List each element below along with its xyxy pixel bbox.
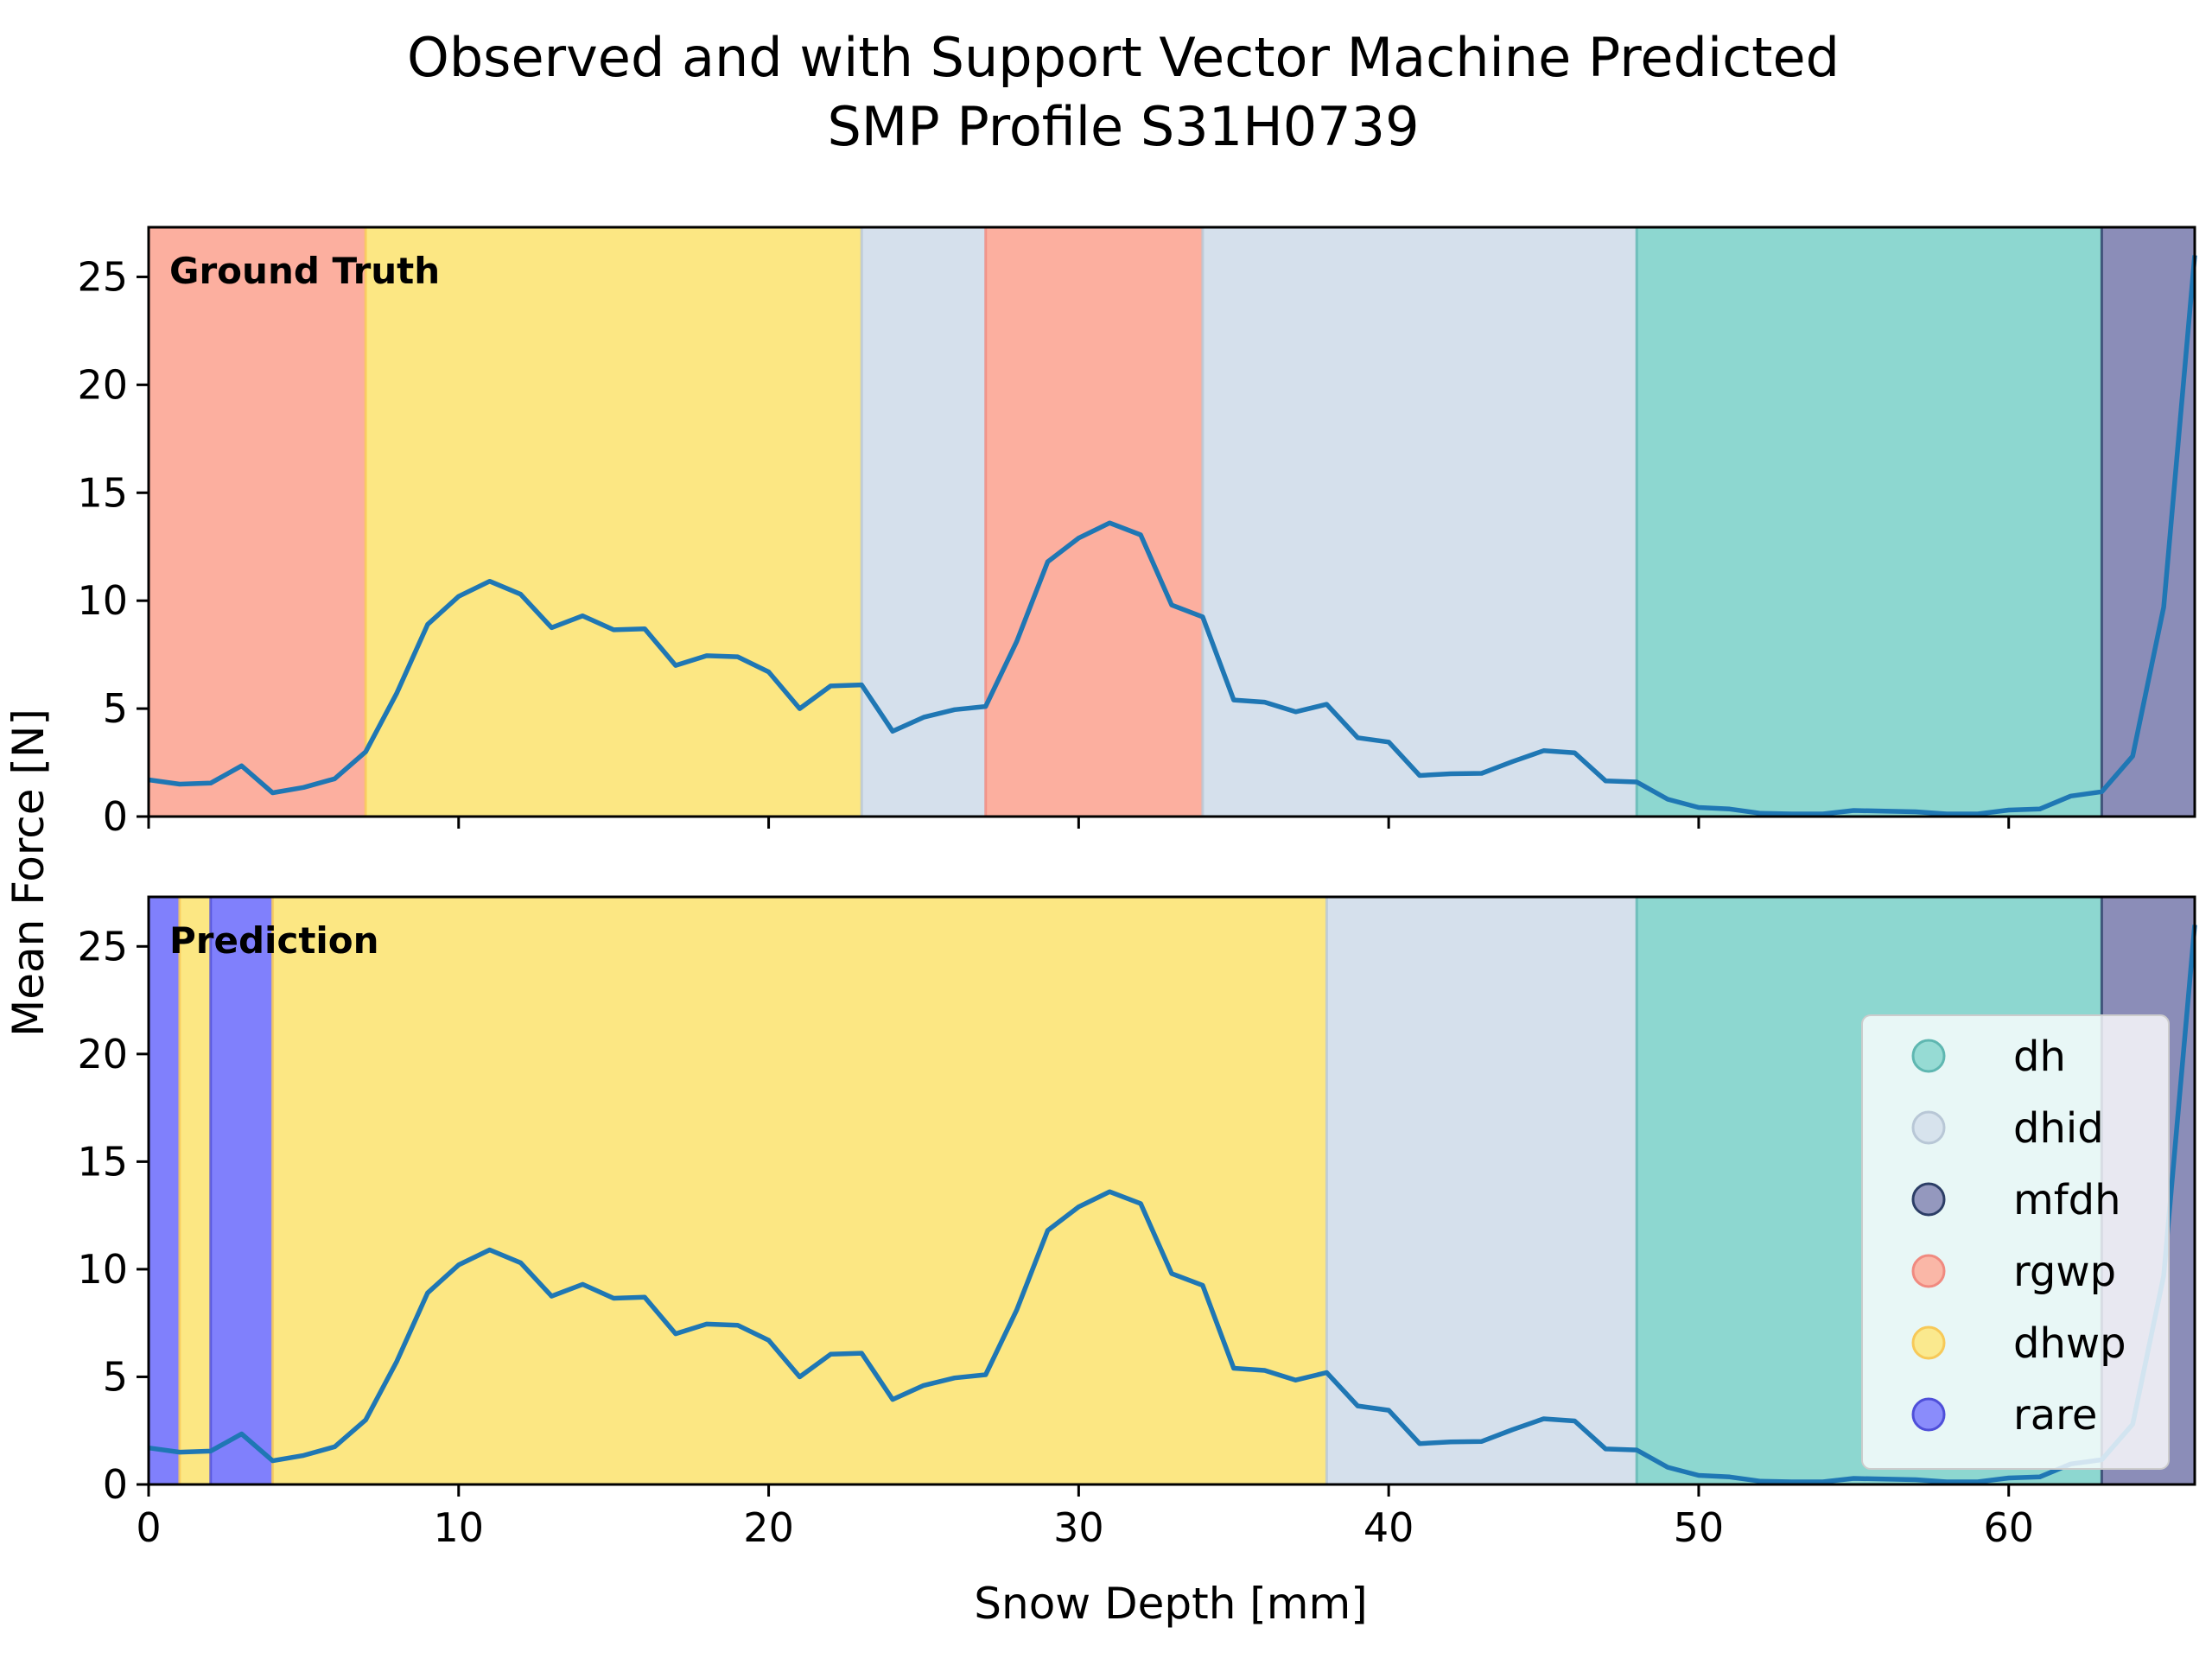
x-tick-label: 60 bbox=[1983, 1504, 2034, 1551]
y-tick-label: 15 bbox=[77, 469, 128, 516]
segment-dhwp bbox=[365, 227, 862, 817]
segment-dhwp bbox=[272, 897, 1327, 1484]
mean-force-line bbox=[148, 255, 2197, 817]
y-axis-label: Mean Force [N] bbox=[3, 709, 54, 1037]
legend-label-mfdh: mfdh bbox=[2013, 1176, 2121, 1224]
ground-truth-panel: 0 5 10 15 20 25 Ground Truth bbox=[77, 226, 2197, 840]
segment-dhid bbox=[1202, 227, 1637, 817]
legend-marker-dhwp bbox=[1911, 1325, 1946, 1360]
x-tick-label: 40 bbox=[1363, 1504, 1414, 1551]
x-tick-label: 0 bbox=[136, 1504, 161, 1551]
plot-frame bbox=[147, 226, 2196, 818]
x-tick-label: 30 bbox=[1053, 1504, 1104, 1551]
x-axis-label: Snow Depth [mm] bbox=[974, 1579, 1367, 1629]
y-tick-label: 5 bbox=[103, 685, 128, 732]
y-tick-label: 0 bbox=[103, 1461, 128, 1508]
legend-label-dhid: dhid bbox=[2013, 1104, 2104, 1153]
legend-marker-mfdh bbox=[1911, 1182, 1946, 1217]
y-tick-label: 20 bbox=[77, 1031, 128, 1077]
y-tick-label: 5 bbox=[103, 1353, 128, 1400]
panel-label: Prediction bbox=[169, 919, 379, 962]
chart-title-line2: SMP Profile S31H0739 bbox=[827, 95, 1419, 158]
segment-dhid bbox=[1326, 897, 1637, 1484]
segment-rgwp bbox=[149, 227, 366, 817]
legend-marker-dh bbox=[1911, 1039, 1946, 1073]
panel-label: Ground Truth bbox=[169, 250, 440, 292]
legend-label-rgwp: rgwp bbox=[2013, 1248, 2116, 1296]
legend-label-rare: rare bbox=[2013, 1391, 2097, 1440]
segment-mfdh bbox=[2101, 227, 2195, 817]
x-tick-label: 50 bbox=[1674, 1504, 1725, 1551]
legend-label-dhwp: dhwp bbox=[2013, 1319, 2126, 1368]
x-tick-label: 20 bbox=[743, 1504, 794, 1551]
legend-label-dh: dh bbox=[2013, 1033, 2066, 1081]
segment-dhid bbox=[861, 227, 986, 817]
legend-marker-dhid bbox=[1911, 1110, 1946, 1145]
mean-force-line bbox=[148, 925, 2197, 1484]
y-tick-label: 10 bbox=[77, 577, 128, 624]
chart-title-line1: Observed and with Support Vector Machine… bbox=[407, 26, 1840, 89]
x-tick-label: 10 bbox=[434, 1504, 485, 1551]
y-tick-label: 25 bbox=[77, 923, 128, 969]
y-tick-label: 10 bbox=[77, 1246, 128, 1293]
segment-rgwp bbox=[985, 227, 1203, 817]
plot-frame bbox=[147, 895, 2196, 1486]
legend-marker-rare bbox=[1911, 1397, 1946, 1432]
y-tick-label: 15 bbox=[77, 1138, 128, 1185]
y-tick-label: 25 bbox=[77, 253, 128, 300]
y-tick-label: 0 bbox=[103, 793, 128, 840]
legend: dh dhid mfdh rgwp dhwp rare bbox=[1861, 1014, 2170, 1470]
legend-marker-rgwp bbox=[1911, 1254, 1946, 1288]
segment-dhwp bbox=[179, 897, 211, 1484]
segment-dh bbox=[1637, 227, 2102, 817]
segment-rare bbox=[210, 897, 273, 1484]
segment-rare bbox=[149, 897, 180, 1484]
y-tick-label: 20 bbox=[77, 361, 128, 408]
